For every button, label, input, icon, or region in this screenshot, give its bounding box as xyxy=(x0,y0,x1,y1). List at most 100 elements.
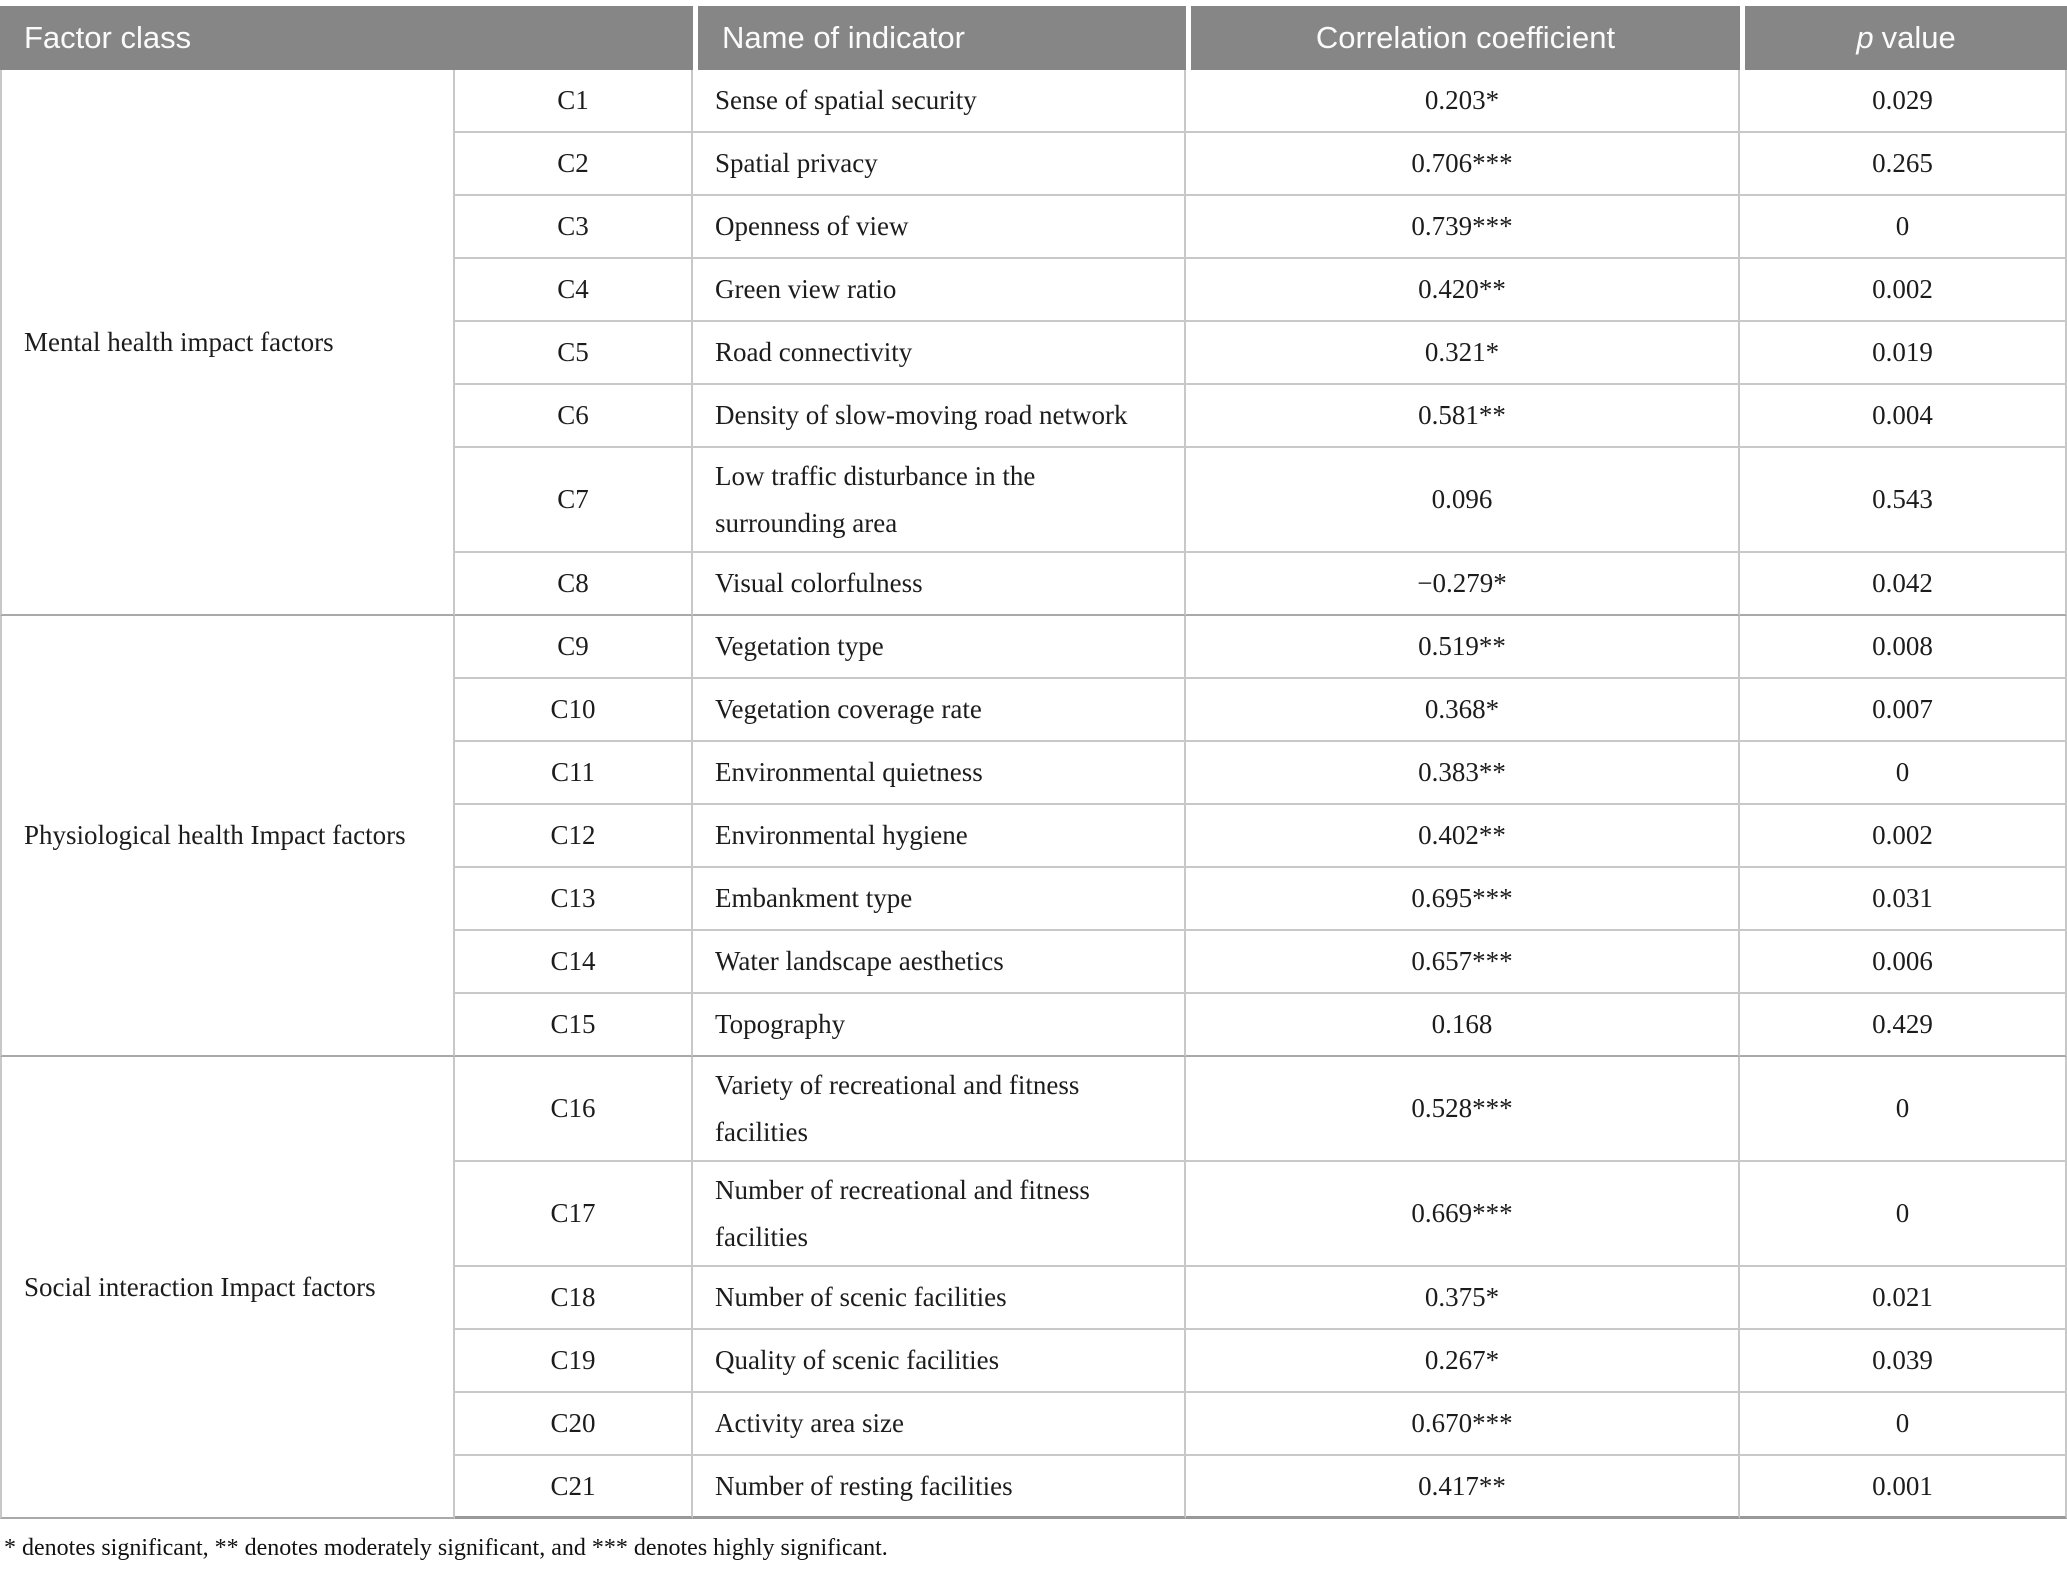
table-row: C3 Openness of view 0.739*** 0 xyxy=(0,196,2067,259)
indicator-name-cell: Sense of spatial security xyxy=(693,70,1187,133)
p-value-cell: 0.019 xyxy=(1740,322,2067,385)
indicator-name-cell: Low traffic disturbance in the surroundi… xyxy=(693,448,1187,553)
factor-code-cell: C1 xyxy=(455,70,694,133)
p-value-header-italic: p xyxy=(1856,20,1874,55)
table-row: C12 Environmental hygiene 0.402** 0.002 xyxy=(0,805,2067,868)
indicator-name-cell: Density of slow-moving road network xyxy=(693,385,1187,448)
p-value-cell: 0.029 xyxy=(1740,70,2067,133)
table-row: C4 Green view ratio 0.420** 0.002 xyxy=(0,259,2067,322)
factor-code-cell: C12 xyxy=(455,805,694,868)
p-value-cell: 0.031 xyxy=(1740,868,2067,931)
table-row: C13 Embankment type 0.695*** 0.031 xyxy=(0,868,2067,931)
indicator-name-cell: Activity area size xyxy=(693,1393,1187,1456)
p-value-cell: 0.265 xyxy=(1740,133,2067,196)
indicator-name-cell: Visual colorfulness xyxy=(693,553,1187,616)
factor-code-cell: C6 xyxy=(455,385,694,448)
factor-code-cell: C4 xyxy=(455,259,694,322)
correlation-value-cell: 0.321* xyxy=(1186,322,1741,385)
correlation-value-cell: 0.420** xyxy=(1186,259,1741,322)
p-value-cell: 0 xyxy=(1740,742,2067,805)
p-value-cell: 0.002 xyxy=(1740,259,2067,322)
indicator-name-cell: Embankment type xyxy=(693,868,1187,931)
p-value-cell: 0.543 xyxy=(1740,448,2067,553)
correlation-value-cell: 0.368* xyxy=(1186,679,1741,742)
table-row: C7 Low traffic disturbance in the surrou… xyxy=(0,448,2067,553)
p-value-cell: 0 xyxy=(1740,196,2067,259)
table-row: C18 Number of scenic facilities 0.375* 0… xyxy=(0,1267,2067,1330)
table-row: Social interaction Impact factors C16 Va… xyxy=(0,1057,2067,1519)
p-value-cell: 0.001 xyxy=(1740,1456,2067,1519)
p-value-cell: 0.429 xyxy=(1740,994,2067,1057)
correlation-value-cell: 0.096 xyxy=(1186,448,1741,553)
correlation-value-cell: 0.383** xyxy=(1186,742,1741,805)
indicator-name-cell: Green view ratio xyxy=(693,259,1187,322)
correlation-value-cell: 0.669*** xyxy=(1186,1162,1741,1267)
correlation-value-cell: 0.706*** xyxy=(1186,133,1741,196)
indicator-name-cell: Variety of recreational and fitness faci… xyxy=(693,1057,1187,1162)
correlation-value-cell: 0.695*** xyxy=(1186,868,1741,931)
indicator-name-cell: Quality of scenic facilities xyxy=(693,1330,1187,1393)
correlation-value-cell: 0.657*** xyxy=(1186,931,1741,994)
p-value-cell: 0.008 xyxy=(1740,616,2067,679)
correlation-value-cell: 0.402** xyxy=(1186,805,1741,868)
p-value-cell: 0.021 xyxy=(1740,1267,2067,1330)
factor-code-cell: C21 xyxy=(455,1456,694,1519)
indicator-name-cell: Vegetation type xyxy=(693,616,1187,679)
header-name-of-indicator: Name of indicator xyxy=(693,6,1187,70)
factor-class-cell-physiological-health: Physiological health Impact factors xyxy=(0,616,455,1057)
factor-code-cell: C10 xyxy=(455,679,694,742)
indicator-name-cell: Vegetation coverage rate xyxy=(693,679,1187,742)
factor-code-cell: C20 xyxy=(455,1393,694,1456)
p-value-cell: 0 xyxy=(1740,1162,2067,1267)
factor-code-cell: C14 xyxy=(455,931,694,994)
p-value-cell: 0.006 xyxy=(1740,931,2067,994)
correlation-value-cell: 0.168 xyxy=(1186,994,1741,1057)
factor-code-cell: C5 xyxy=(455,322,694,385)
table-row: C10 Vegetation coverage rate 0.368* 0.00… xyxy=(0,679,2067,742)
correlation-value-cell: −0.279* xyxy=(1186,553,1741,616)
p-value-cell: 0.004 xyxy=(1740,385,2067,448)
p-value-cell: 0.002 xyxy=(1740,805,2067,868)
table-row: Physiological health Impact factors C9 V… xyxy=(0,616,2067,1057)
table-row: C17 Number of recreational and fitness f… xyxy=(0,1162,2067,1267)
table-row: C20 Activity area size 0.670*** 0 xyxy=(0,1393,2067,1456)
header-factor-class: Factor class xyxy=(0,6,694,70)
table-row: C21 Number of resting facilities 0.417**… xyxy=(0,1456,2067,1519)
correlation-value-cell: 0.203* xyxy=(1186,70,1741,133)
factor-code-cell: C19 xyxy=(455,1330,694,1393)
p-value-header-rest: value xyxy=(1881,20,1956,55)
indicator-name-cell: Openness of view xyxy=(693,196,1187,259)
header-p-value: p value xyxy=(1740,6,2067,70)
correlation-value-cell: 0.739*** xyxy=(1186,196,1741,259)
table-footnote: * denotes significant, ** denotes modera… xyxy=(4,1535,888,1561)
correlation-value-cell: 0.417** xyxy=(1186,1456,1741,1519)
p-value-cell: 0.042 xyxy=(1740,553,2067,616)
factor-code-cell: C18 xyxy=(455,1267,694,1330)
indicator-name-cell: Spatial privacy xyxy=(693,133,1187,196)
p-value-cell: 0 xyxy=(1740,1393,2067,1456)
correlation-value-cell: 0.375* xyxy=(1186,1267,1741,1330)
p-value-cell: 0 xyxy=(1740,1057,2067,1162)
factor-code-cell: C9 xyxy=(455,616,694,679)
table-row: C19 Quality of scenic facilities 0.267* … xyxy=(0,1330,2067,1393)
factor-code-cell: C11 xyxy=(455,742,694,805)
table-row: C14 Water landscape aesthetics 0.657*** … xyxy=(0,931,2067,994)
correlation-value-cell: 0.267* xyxy=(1186,1330,1741,1393)
correlation-table: Factor class Name of indicator Correlati… xyxy=(0,6,2067,1519)
table-row: C8 Visual colorfulness −0.279* 0.042 xyxy=(0,553,2067,616)
factor-code-cell: C8 xyxy=(455,553,694,616)
table-row: C2 Spatial privacy 0.706*** 0.265 xyxy=(0,133,2067,196)
factor-code-cell: C3 xyxy=(455,196,694,259)
indicator-name-cell: Environmental quietness xyxy=(693,742,1187,805)
p-value-cell: 0.007 xyxy=(1740,679,2067,742)
indicator-name-cell: Environmental hygiene xyxy=(693,805,1187,868)
factor-code-cell: C2 xyxy=(455,133,694,196)
correlation-value-cell: 0.581** xyxy=(1186,385,1741,448)
correlation-value-cell: 0.670*** xyxy=(1186,1393,1741,1456)
factor-class-cell-social-interaction: Social interaction Impact factors xyxy=(0,1057,455,1519)
table-row: C5 Road connectivity 0.321* 0.019 xyxy=(0,322,2067,385)
header-correlation-coefficient: Correlation coefficient xyxy=(1186,6,1741,70)
factor-code-cell: C17 xyxy=(455,1162,694,1267)
p-value-cell: 0.039 xyxy=(1740,1330,2067,1393)
correlation-value-cell: 0.528*** xyxy=(1186,1057,1741,1162)
